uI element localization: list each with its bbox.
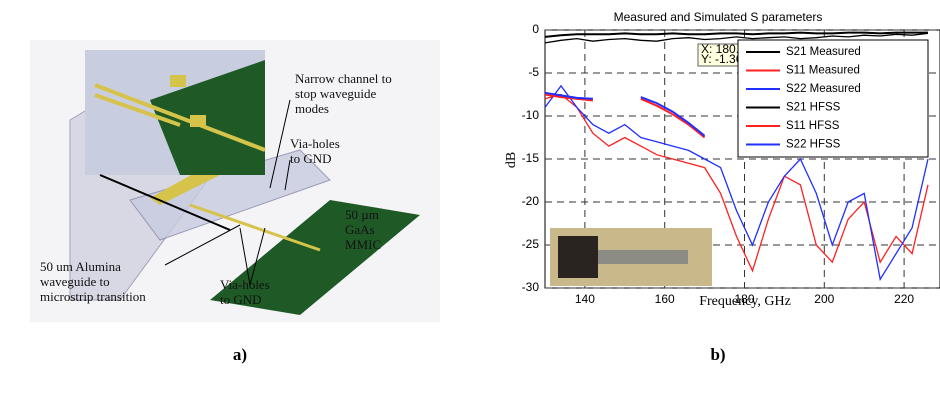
pointer xyxy=(239,227,251,286)
callout-line: Via-holes xyxy=(290,136,340,151)
legend-label: S21 HFSS xyxy=(786,102,841,114)
y-tick-label: -30 xyxy=(522,280,540,294)
x-tick-label: 220 xyxy=(894,292,914,306)
callout-line: modes xyxy=(295,101,329,116)
x-tick-label: 140 xyxy=(575,292,595,306)
y-tick-label: 0 xyxy=(532,22,539,36)
caption: a) xyxy=(233,345,247,364)
legend-label: S22 HFSS xyxy=(786,139,841,151)
callout-line: 50 µm xyxy=(345,207,379,222)
callout-line: microstrip transition xyxy=(40,289,146,304)
data-tip-text: X: 180.1 xyxy=(701,42,746,56)
callout-label: 50 um Alumina waveguide to microstrip tran… xyxy=(40,259,146,304)
callout-label: 50 µm GaAs MMIC xyxy=(345,207,381,252)
callout-line: MMIC xyxy=(345,237,381,252)
y-tick-label: -10 xyxy=(522,108,540,122)
series-line xyxy=(544,31,928,38)
series-line xyxy=(544,93,706,139)
y-tick-label: -15 xyxy=(522,151,540,165)
legend-label: S22 Measured xyxy=(786,83,861,95)
pointer xyxy=(99,174,231,231)
y-axis-label: dB xyxy=(504,152,519,168)
callout-line: to GND xyxy=(220,292,262,307)
zoom-line xyxy=(94,93,181,127)
x-axis-label: Frequency, GHz xyxy=(699,294,791,309)
callout-line: stop waveguide xyxy=(295,86,376,101)
caption: b) xyxy=(710,345,725,364)
series-line xyxy=(544,93,929,273)
callout-line: GaAs xyxy=(345,222,375,237)
callout-label: Via-holes to GND xyxy=(290,136,340,166)
legend-box xyxy=(737,39,929,158)
callout-line: Via-holes xyxy=(220,277,270,292)
y-tick-label: -5 xyxy=(528,65,539,79)
y-tick-label: -25 xyxy=(522,237,540,251)
series-line xyxy=(544,32,929,44)
y-tick-label: -20 xyxy=(522,194,540,208)
zoom-pad xyxy=(190,115,206,127)
pointer xyxy=(269,99,291,189)
photo-inset-chip xyxy=(598,250,688,264)
pointer xyxy=(249,227,266,286)
probe xyxy=(150,170,220,205)
zoom-pad xyxy=(170,75,186,87)
legend-label: S11 HFSS xyxy=(786,120,840,132)
pointer xyxy=(284,159,291,191)
mmic xyxy=(210,200,420,315)
legend-label: S21 Measured xyxy=(786,46,861,58)
legend-label: S11 Measured xyxy=(786,65,860,77)
x-tick-label: 200 xyxy=(814,292,834,306)
callout-line: Narrow channel to xyxy=(295,71,392,86)
zoom-line xyxy=(94,83,266,152)
series-line xyxy=(544,84,929,282)
callout-line: to GND xyxy=(290,151,332,166)
pointer xyxy=(164,224,241,266)
callout-label: Narrow channel to stop waveguide modes xyxy=(295,71,392,116)
callout-label: Via-holes to GND xyxy=(220,277,270,307)
chart-title: Measured and Simulated S parameters xyxy=(614,10,823,24)
x-tick-label: 180 xyxy=(734,292,754,306)
callout-line: waveguide to xyxy=(40,274,110,289)
callout-line: 50 um Alumina xyxy=(40,259,121,274)
photo-inset-dark xyxy=(558,236,598,278)
zoom-mmic xyxy=(150,60,265,175)
panel-a-drawing xyxy=(30,40,440,322)
microstrip xyxy=(189,203,321,252)
data-tip-text: Y: -1.363 xyxy=(701,52,749,66)
x-tick-label: 160 xyxy=(655,292,675,306)
series-line xyxy=(544,91,706,137)
